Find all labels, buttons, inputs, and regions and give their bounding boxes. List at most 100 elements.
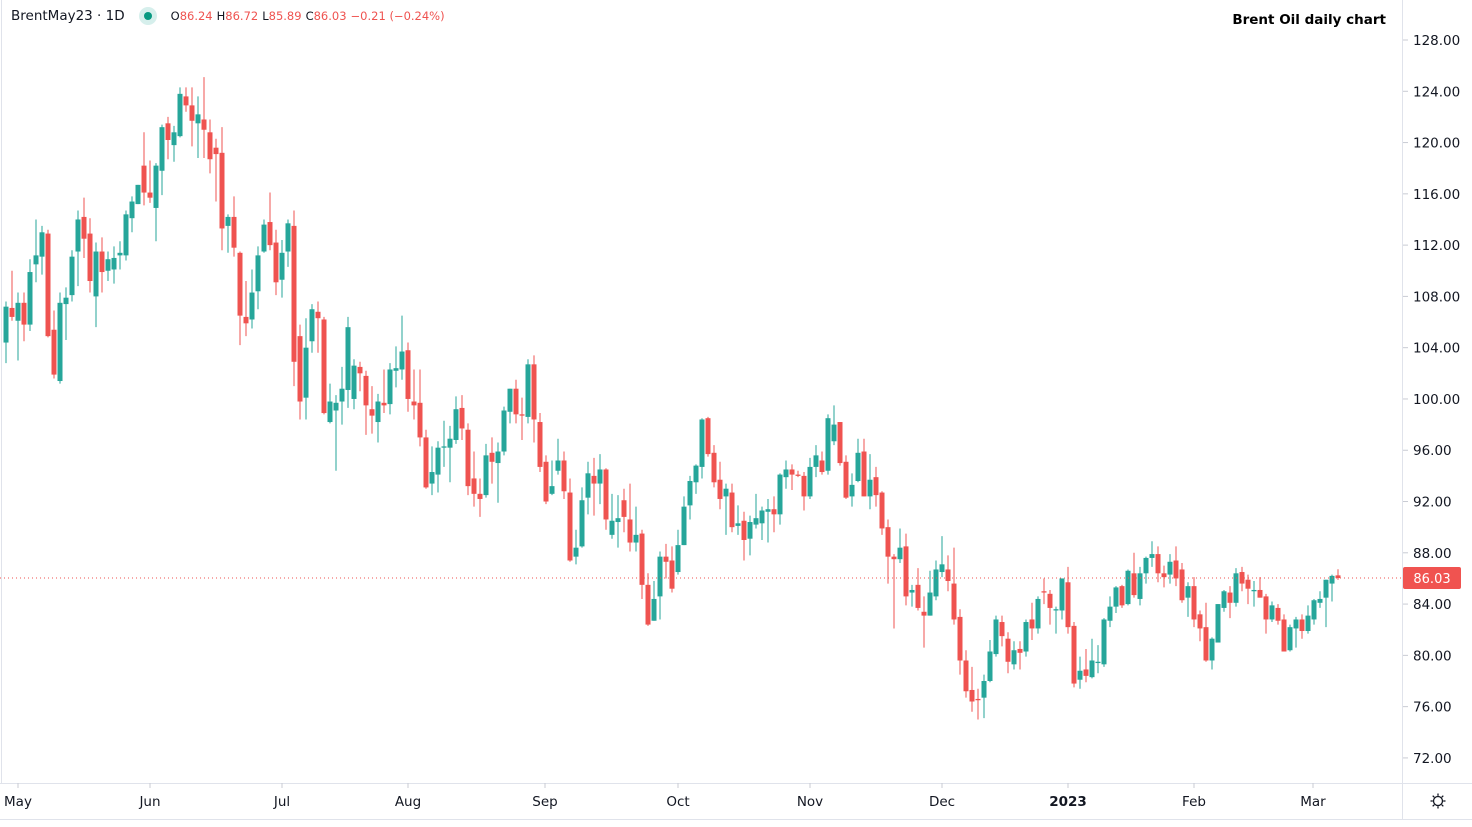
candle-down <box>999 615 1005 647</box>
candle-up <box>1317 591 1323 608</box>
candle-down <box>837 422 843 466</box>
candle-down <box>147 160 153 203</box>
candle-body <box>1305 615 1311 632</box>
candle-body <box>1077 670 1083 680</box>
candle-up <box>1185 582 1191 617</box>
candle-body <box>639 533 645 585</box>
candle-body <box>93 251 99 297</box>
candle-body <box>627 519 633 543</box>
candle-up <box>177 87 183 138</box>
candle-up <box>1221 589 1227 612</box>
candle-down <box>741 511 747 561</box>
candle-body <box>831 424 837 442</box>
candle-down <box>1161 565 1167 588</box>
candle-body <box>597 469 603 484</box>
candle-down <box>567 478 573 562</box>
candle-body <box>585 473 591 498</box>
candle-down <box>471 451 477 507</box>
candle-up <box>39 225 45 275</box>
candle-body <box>45 233 51 337</box>
candle-body <box>561 460 567 492</box>
candle-up <box>75 210 81 287</box>
candle-down <box>513 379 519 424</box>
low-value: 85.89 <box>268 9 302 23</box>
candle-down <box>1173 546 1179 587</box>
candle-down <box>1257 577 1263 598</box>
candle-body <box>1311 600 1317 620</box>
candle-down <box>237 251 243 346</box>
x-tick-label: Feb <box>1182 794 1206 810</box>
time-axis[interactable]: May Jun Jul Aug Sep Oct Nov Dec 2023 Feb Mar <box>4 783 1326 810</box>
candle-up <box>777 473 783 525</box>
y-tick-label: 104.00 <box>1413 341 1460 357</box>
x-tick-label: Mar <box>1300 794 1326 810</box>
symbol-legend[interactable]: BrentMay23 · 1D O86.24 H86.72 L85.89 C86.03… <box>11 7 449 25</box>
candle-body <box>219 152 225 229</box>
close-value: 86.03 <box>313 9 347 23</box>
candle-body <box>447 438 453 448</box>
candle-up <box>393 346 399 388</box>
candle-body <box>741 520 747 540</box>
candle-body <box>261 224 267 252</box>
y-tick-label: 108.00 <box>1413 289 1460 305</box>
candles-group <box>3 77 1341 720</box>
last-price-value: 86.03 <box>1413 572 1450 587</box>
candle-body <box>207 132 213 160</box>
candle-down <box>771 496 777 533</box>
candle-up <box>693 464 699 494</box>
candle-down <box>291 210 297 387</box>
candle-up <box>783 460 789 489</box>
candle-body <box>315 311 321 319</box>
candle-down <box>405 342 411 412</box>
price-axis[interactable]: 128.00 124.00 120.00 116.00 112.00 108.00 104.… <box>1403 33 1460 767</box>
candle-body <box>1005 638 1011 662</box>
high-label: H <box>216 9 226 23</box>
candle-body <box>303 347 309 398</box>
x-tick-label: Nov <box>797 794 823 810</box>
candle-body <box>1245 579 1251 589</box>
candle-down <box>363 370 369 435</box>
candle-up <box>813 445 819 478</box>
candle-up <box>933 560 939 601</box>
candle-body <box>669 560 675 589</box>
candle-body <box>903 546 909 597</box>
candle-body <box>501 410 507 452</box>
candle-body <box>747 522 753 539</box>
gear-icon[interactable] <box>1429 792 1447 810</box>
candle-body <box>999 622 1005 637</box>
candle-down <box>183 87 189 112</box>
candle-up <box>153 163 159 242</box>
candle-body <box>249 292 255 320</box>
candle-up <box>1149 541 1155 567</box>
candle-body <box>117 252 123 256</box>
candle-body <box>1269 605 1275 620</box>
candle-down <box>9 270 15 321</box>
open-label: O <box>170 9 180 23</box>
candle-down <box>201 77 207 158</box>
x-tick-label: Jul <box>273 794 290 810</box>
candle-body <box>777 474 783 515</box>
candle-up <box>831 405 837 446</box>
symbol-interval[interactable]: BrentMay23 · 1D <box>11 8 125 24</box>
candle-up <box>753 493 759 529</box>
candle-body <box>1203 627 1209 661</box>
candle-up <box>57 292 63 384</box>
low-label: L <box>262 9 269 23</box>
candle-up <box>195 96 201 158</box>
candle-up <box>111 246 117 284</box>
candle-body <box>969 689 975 702</box>
candle-down <box>903 533 909 606</box>
candle-body <box>1323 579 1329 598</box>
candle-up <box>609 493 615 539</box>
candle-up <box>1287 624 1293 652</box>
candle-down <box>531 355 537 443</box>
candle-down <box>819 451 825 475</box>
candle-down <box>459 395 465 440</box>
candle-body <box>705 418 711 455</box>
candle-down <box>489 437 495 484</box>
candle-up <box>1215 604 1221 643</box>
candle-body <box>189 105 195 121</box>
candle-body <box>1053 609 1059 611</box>
candle-up <box>129 196 135 233</box>
